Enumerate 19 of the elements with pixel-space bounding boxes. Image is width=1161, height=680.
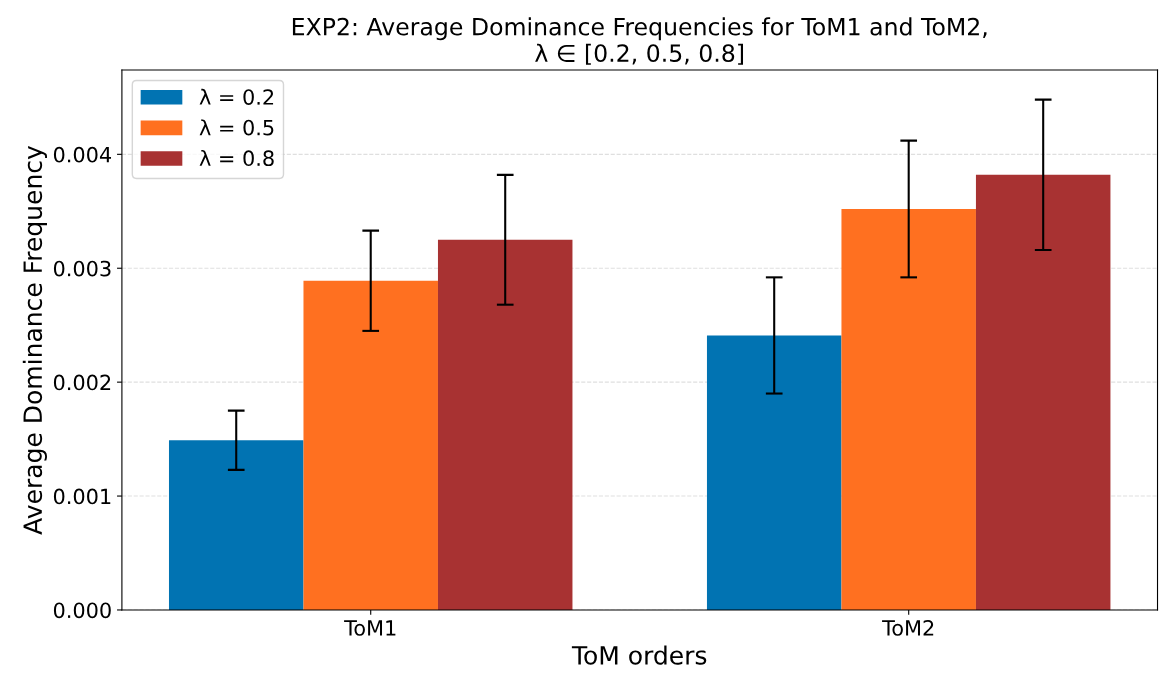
legend-label: λ = 0.8 (199, 149, 274, 167)
y-tick-label: 0.000 (53, 602, 111, 619)
x-tick-label: ToM1 (344, 620, 396, 636)
y-tick-label: 0.002 (53, 374, 111, 391)
legend-label: λ = 0.2 (199, 88, 274, 105)
y-tick-label: 0.003 (53, 260, 111, 277)
bar (168, 440, 304, 610)
y-tick-label: 0.004 (53, 146, 112, 163)
x-axis-title: ToM orders (571, 645, 707, 665)
bar (706, 335, 842, 610)
legend-label: λ = 0.5 (199, 119, 274, 136)
bar (975, 174, 1111, 610)
y-axis-title: Average Dominance Frequency (22, 145, 47, 535)
y-tick-label: 0.001 (53, 488, 111, 505)
x-tick-label: ToM2 (882, 620, 934, 636)
bar (303, 280, 438, 610)
bar (437, 239, 573, 610)
chart-title: EXP2: Average Dominance Frequencies for ToM1 and ToM2, λ ∈ [0.2, 0.5, 0.8] (292, 17, 987, 65)
bar (841, 209, 976, 610)
